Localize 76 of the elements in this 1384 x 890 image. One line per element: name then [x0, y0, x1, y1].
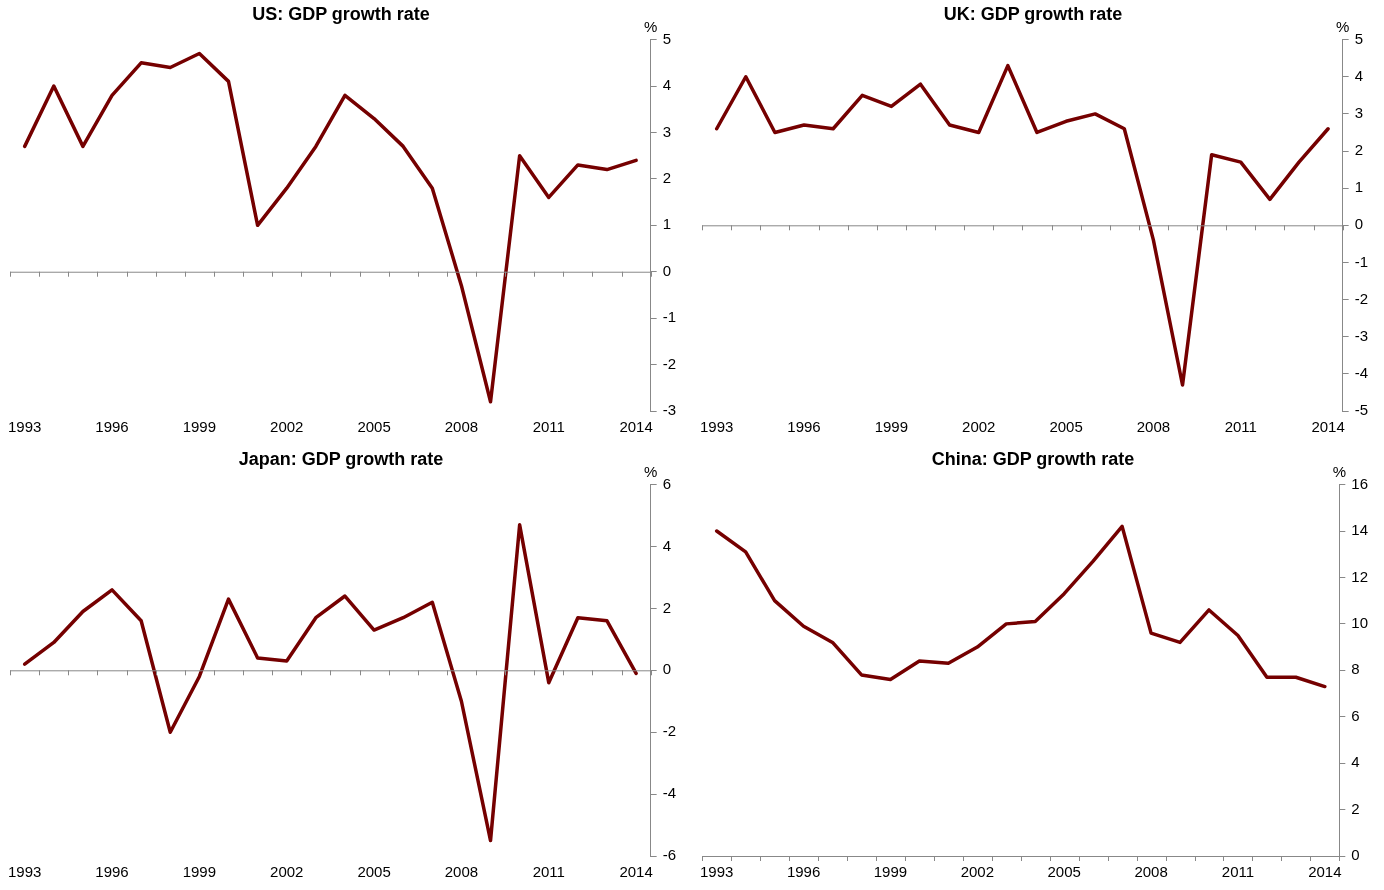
y-tick-label: 2 — [662, 169, 672, 187]
chart-title: Japan: GDP growth rate — [238, 448, 444, 469]
y-tick-label: 5 — [1354, 29, 1364, 47]
x-tick-label: 1999 — [873, 863, 908, 881]
y-tick-label: -4 — [662, 784, 677, 802]
x-tick-label: 2011 — [1221, 863, 1255, 881]
y-tick-label: 1 — [1354, 178, 1364, 196]
x-tick-label: 2011 — [532, 863, 565, 881]
x-tick-label: 2014 — [619, 863, 653, 881]
y-tick-label: -2 — [662, 354, 677, 372]
y-tick-label: 6 — [1351, 706, 1360, 724]
y-tick-label: 0 — [1354, 215, 1364, 233]
y-tick-label: -6 — [662, 846, 677, 864]
x-tick-label: 2014 — [619, 418, 653, 436]
x-tick-label: 1996 — [786, 863, 821, 881]
y-tick-label: 10 — [1351, 614, 1368, 632]
x-tick-label: 2008 — [1134, 863, 1168, 881]
y-tick-label: 4 — [662, 536, 672, 554]
y-tick-label: 14 — [1351, 521, 1368, 539]
y-axis-title: % — [1335, 18, 1350, 36]
x-tick-label: 2008 — [444, 863, 479, 881]
x-tick-label: 2008 — [1136, 418, 1171, 436]
y-tick-label: -2 — [1354, 289, 1369, 307]
y-tick-label: 8 — [1351, 660, 1360, 678]
x-tick-label: 2005 — [357, 863, 391, 881]
chart-title: US: GDP growth rate — [252, 3, 430, 24]
y-tick-label: 3 — [662, 122, 672, 140]
y-tick-label: -2 — [662, 722, 677, 740]
x-tick-label: 2011 — [1224, 418, 1257, 436]
x-tick-label: 1993 — [700, 418, 734, 436]
x-tick-label: 1993 — [8, 418, 42, 436]
y-tick-label: 5 — [662, 29, 672, 47]
y-tick-label: -1 — [1354, 252, 1369, 270]
y-tick-label: 3 — [1354, 104, 1364, 122]
x-tick-label: 2011 — [532, 418, 565, 436]
chart-title: China: GDP growth rate — [931, 448, 1135, 469]
y-tick-label: 2 — [1351, 799, 1360, 817]
y-tick-label: 16 — [1351, 474, 1368, 492]
y-tick-label: 4 — [1351, 753, 1360, 771]
y-tick-label: -3 — [662, 401, 677, 419]
x-tick-label: 1996 — [95, 418, 129, 436]
y-tick-label: 4 — [1354, 66, 1364, 84]
chart-title: UK: GDP growth rate — [943, 3, 1123, 24]
y-tick-label: 1 — [662, 215, 672, 233]
x-tick-label: 2005 — [1047, 863, 1081, 881]
x-tick-label: 2008 — [444, 418, 479, 436]
x-tick-label: 1993 — [8, 863, 42, 881]
y-tick-label: -4 — [1354, 364, 1369, 381]
x-tick-label: 2005 — [357, 418, 391, 436]
x-tick-label: 1993 — [700, 863, 734, 881]
y-tick-label: -1 — [662, 308, 677, 326]
y-tick-label: 4 — [662, 76, 672, 94]
y-axis-title: % — [1332, 463, 1346, 481]
x-tick-label: 2002 — [270, 418, 304, 436]
x-tick-label: 2002 — [962, 418, 996, 436]
x-tick-label: 1996 — [787, 418, 821, 436]
y-tick-label: 0 — [662, 261, 672, 279]
y-tick-label: 0 — [1351, 846, 1360, 864]
x-tick-label: 2005 — [1049, 418, 1083, 436]
x-tick-label: 1999 — [182, 863, 217, 881]
x-tick-label: 2002 — [270, 863, 304, 881]
x-tick-label: 1999 — [874, 418, 909, 436]
y-tick-label: -5 — [1354, 401, 1369, 419]
y-tick-label: 2 — [662, 598, 672, 616]
y-axis-title: % — [643, 463, 658, 481]
x-tick-label: 1996 — [95, 863, 129, 881]
y-tick-label: 12 — [1351, 567, 1368, 585]
y-axis-title: % — [643, 18, 658, 36]
x-tick-label: 1999 — [182, 418, 217, 436]
y-tick-label: -3 — [1354, 326, 1369, 344]
x-tick-label: 2014 — [1311, 418, 1345, 436]
x-tick-label: 2014 — [1308, 863, 1342, 881]
x-tick-label: 2002 — [960, 863, 995, 881]
y-tick-label: 6 — [662, 474, 672, 492]
y-tick-label: 2 — [1354, 141, 1364, 159]
y-tick-label: 0 — [662, 660, 672, 678]
